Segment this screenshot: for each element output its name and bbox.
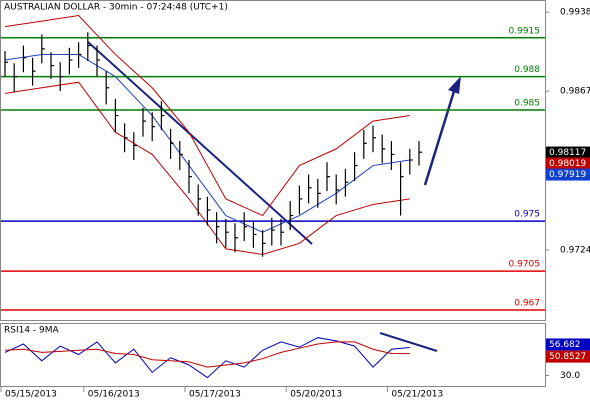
current-box — [546, 338, 590, 351]
y-tick-label: 30.0 — [560, 371, 580, 381]
y-tick-label: 0.9724 — [560, 246, 590, 256]
current-label: 0.98019 — [549, 159, 586, 169]
level-label: 0.975 — [514, 210, 540, 220]
line-series — [4, 337, 410, 379]
level-label: 0.9705 — [509, 260, 541, 270]
x-tick-label: 05/15/2013 — [5, 390, 57, 400]
price-panel — [0, 0, 546, 321]
rsi-title: RSI14 - 9MA — [4, 326, 60, 336]
level-label: 0.985 — [514, 99, 540, 109]
y-tick-label: 0.9867 — [560, 87, 590, 97]
current-label: 0.98117 — [549, 148, 586, 158]
current-label: 56.682 — [549, 340, 581, 350]
x-tick-label: 05/21/2013 — [391, 390, 443, 400]
rsi-trend-line — [379, 332, 438, 352]
y-tick-label: 0.9938 — [560, 8, 590, 18]
x-tick-label: 05/16/2013 — [88, 390, 140, 400]
line-series — [4, 341, 410, 368]
current-box — [546, 146, 590, 159]
line-series — [4, 53, 410, 233]
level-label: 0.967 — [514, 299, 540, 309]
trend-line — [87, 41, 313, 245]
arrow-head — [448, 76, 461, 94]
x-tick-label: 05/20/2013 — [290, 390, 342, 400]
current-box — [546, 157, 590, 170]
current-box — [546, 350, 590, 363]
level-label: 0.988 — [514, 65, 540, 75]
chart-title: AUSTRALIAN DOLLAR - 30min - 07:24:48 (UT… — [4, 3, 228, 13]
current-box — [546, 168, 590, 181]
line-series — [4, 15, 410, 217]
current-label: 0.97919 — [549, 170, 586, 180]
arrow — [423, 87, 457, 186]
current-label: 50.8527 — [549, 352, 586, 362]
x-tick-label: 05/17/2013 — [189, 390, 241, 400]
level-label: 0.9915 — [509, 26, 541, 36]
